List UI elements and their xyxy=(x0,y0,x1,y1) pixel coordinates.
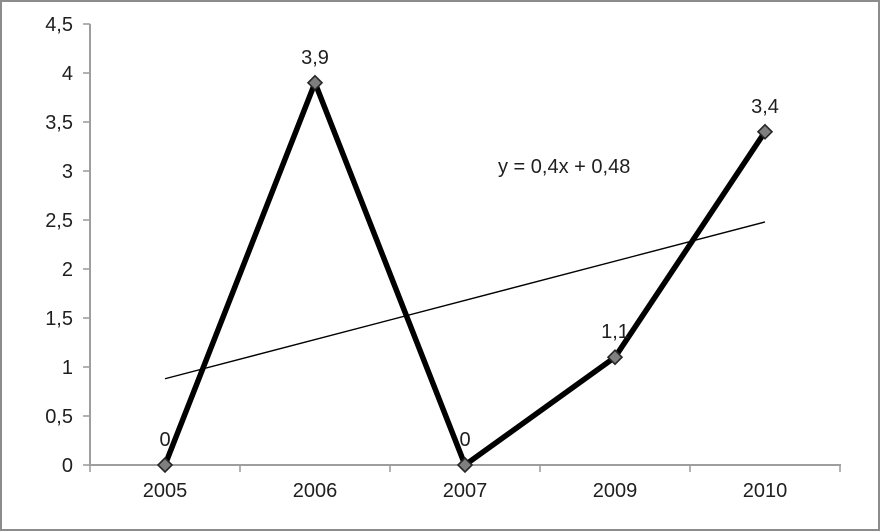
data-point-label: 0 xyxy=(159,429,170,451)
x-tick-label: 2006 xyxy=(293,480,338,502)
data-point-label: 3,4 xyxy=(751,96,779,118)
series-line xyxy=(162,75,768,470)
data-point-label: 1,1 xyxy=(601,321,629,343)
y-tick-label: 1 xyxy=(62,357,73,379)
y-tick-label: 1,5 xyxy=(45,308,73,330)
data-point-marker xyxy=(306,74,324,91)
y-tick-label: 2,5 xyxy=(45,210,73,232)
data-point-marker xyxy=(756,123,774,140)
x-tick-label: 2005 xyxy=(143,480,188,502)
y-tick-label: 4 xyxy=(62,63,73,85)
x-tick-label: 2007 xyxy=(443,480,488,502)
y-tick-label: 3 xyxy=(62,161,73,183)
y-tick-label: 2 xyxy=(62,259,73,281)
x-tick-label: 2010 xyxy=(743,480,788,502)
trendline xyxy=(164,221,766,380)
y-tick-label: 4,5 xyxy=(45,14,73,36)
data-point-marker xyxy=(456,456,474,474)
data-point-label: 0 xyxy=(459,429,470,451)
x-tick-label: 2009 xyxy=(593,480,638,502)
y-tick-label: 0,5 xyxy=(45,406,73,428)
y-tick-label: 0 xyxy=(62,455,73,477)
data-point-marker xyxy=(606,349,624,366)
trendline-equation-label: y = 0,4x + 0,48 xyxy=(498,156,631,178)
data-point-label: 3,9 xyxy=(301,47,329,69)
data-point-marker xyxy=(156,456,174,474)
y-tick-label: 3,5 xyxy=(45,112,73,134)
